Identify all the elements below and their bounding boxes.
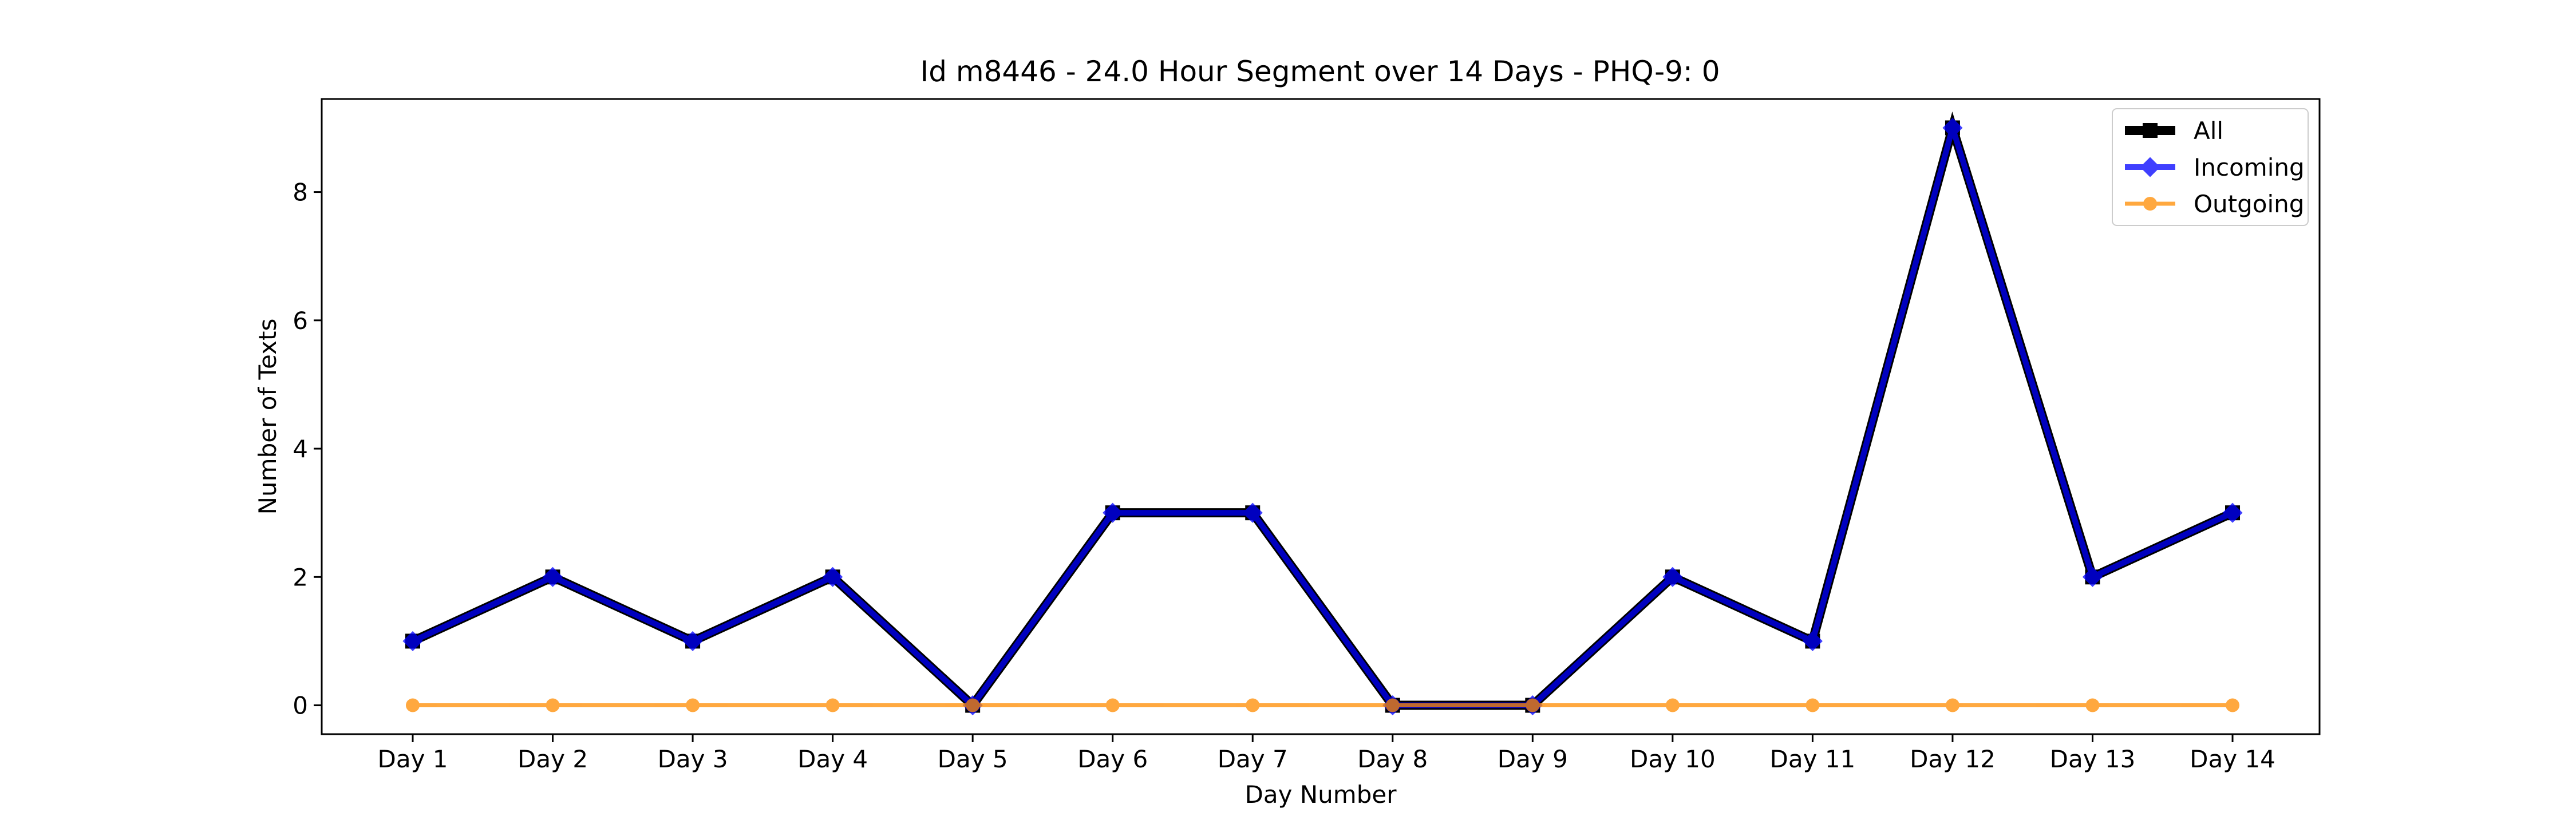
legend-box <box>2112 108 2309 226</box>
y-tick-label: 4 <box>293 435 308 463</box>
data-point-incoming <box>2222 502 2243 523</box>
x-axis-label: Day Number <box>1244 781 1397 809</box>
x-tick-label: Day 1 <box>377 745 448 773</box>
data-point-outgoing <box>2085 698 2100 712</box>
y-tick-label: 2 <box>293 563 308 591</box>
data-point-incoming <box>402 631 423 651</box>
legend-label-incoming: Incoming <box>2194 153 2305 181</box>
legend-entry-outgoing <box>2125 197 2175 211</box>
legend-marker-all <box>2143 123 2158 138</box>
x-tick-label: Day 8 <box>1357 745 1428 773</box>
data-point-outgoing <box>1105 698 1120 712</box>
data-point-outgoing <box>1945 698 1959 712</box>
data-point-outgoing <box>406 698 420 712</box>
series-layer <box>402 111 2243 716</box>
legend-marker-incoming <box>2140 157 2160 177</box>
data-point-incoming <box>1242 502 1263 523</box>
data-point-incoming <box>542 566 563 587</box>
x-tick-label: Day 2 <box>517 745 588 773</box>
x-tick-label: Day 10 <box>1630 745 1716 773</box>
x-tick-label: Day 7 <box>1218 745 1288 773</box>
plot-area <box>321 98 2321 735</box>
data-point-outgoing <box>966 698 980 712</box>
data-point-outgoing <box>1805 698 1820 712</box>
data-point-incoming <box>1103 502 1123 523</box>
legend-entry-incoming <box>2125 157 2175 177</box>
x-tick-label: Day 6 <box>1077 745 1148 773</box>
y-tick-label: 0 <box>293 692 308 720</box>
data-point-outgoing <box>1246 698 1260 712</box>
y-tick-label: 8 <box>293 179 308 207</box>
data-point-outgoing <box>546 698 560 712</box>
x-tick-label: Day 9 <box>1498 745 1568 773</box>
legend-label-outgoing: Outgoing <box>2194 190 2304 218</box>
legend-label-all: All <box>2194 117 2223 145</box>
series-incoming <box>402 117 2243 716</box>
data-point-outgoing <box>1385 698 1400 712</box>
legend-marker-outgoing <box>2143 197 2157 211</box>
x-tick-label: Day 5 <box>938 745 1008 773</box>
x-tick-label: Day 4 <box>797 745 868 773</box>
legend: All Incoming Outgoing <box>2112 108 2309 226</box>
x-axis: Day 1 Day 2 Day 3 Day 4 Day 5 Day 6 Day 7 Day 8… <box>377 734 2275 773</box>
y-axis: 0 2 4 6 8 <box>293 179 322 720</box>
data-point-incoming <box>1802 631 1823 651</box>
x-tick-label: Day 11 <box>1770 745 1856 773</box>
x-tick-label: Day 12 <box>1910 745 1996 773</box>
chart-title: Id m8446 - 24.0 Hour Segment over 14 Day… <box>920 55 1720 88</box>
x-tick-label: Day 3 <box>658 745 728 773</box>
data-point-incoming <box>2082 566 2103 587</box>
data-point-incoming <box>823 566 843 587</box>
y-axis-label: Number of Texts <box>254 319 282 515</box>
data-point-outgoing <box>1526 698 1540 712</box>
data-point-incoming <box>1942 117 1963 138</box>
data-point-outgoing <box>2226 698 2240 712</box>
data-point-incoming <box>682 631 703 651</box>
series-outgoing <box>406 698 2240 712</box>
series-line-incoming <box>411 117 2234 710</box>
legend-entry-all <box>2125 123 2175 138</box>
data-point-outgoing <box>825 698 840 712</box>
x-tick-label: Day 13 <box>2050 745 2136 773</box>
y-tick-label: 6 <box>293 307 308 335</box>
data-point-outgoing <box>686 698 700 712</box>
data-point-incoming <box>1662 566 1683 587</box>
x-tick-label: Day 14 <box>2190 745 2275 773</box>
data-point-outgoing <box>1665 698 1680 712</box>
